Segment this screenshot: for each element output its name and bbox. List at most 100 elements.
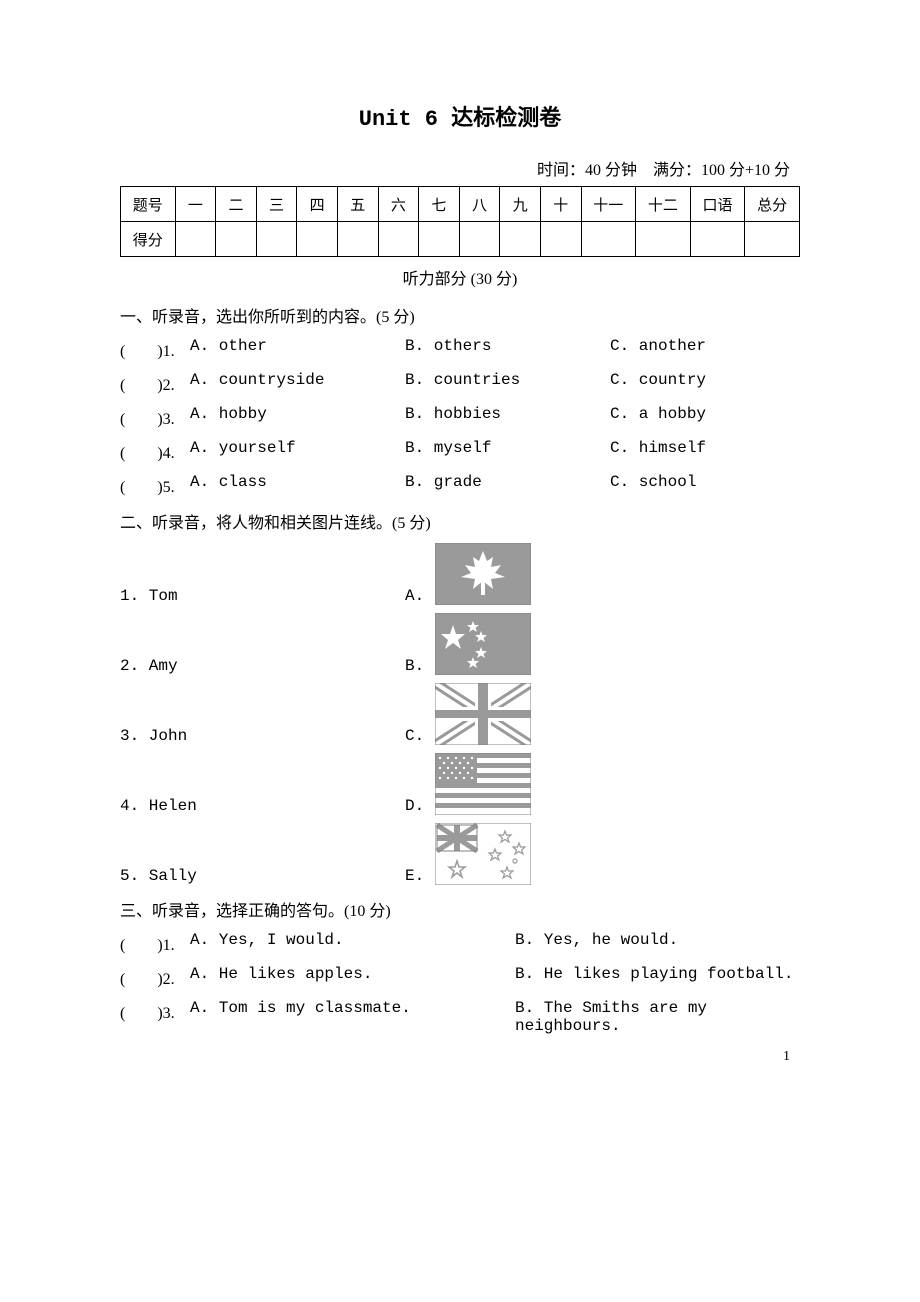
score-header-cell: 十一	[581, 187, 636, 222]
option-a: A. Tom is my classmate.	[190, 999, 515, 1035]
score-cell[interactable]	[419, 222, 460, 257]
answer-blank[interactable]: ( )3.	[120, 405, 190, 429]
match-letter: B.	[405, 657, 435, 675]
score-cell[interactable]	[216, 222, 257, 257]
answer-blank[interactable]: ( )2.	[120, 965, 190, 989]
question-row: ( )2. A. countrysideB. countriesC. count…	[120, 371, 800, 395]
match-row: 1. TomA.	[120, 543, 800, 605]
score-header-row: 题号 一 二 三 四 五 六 七 八 九 十 十一 十二 口语 总分	[121, 187, 800, 222]
score-cell[interactable]	[636, 222, 691, 257]
option-c: C. a hobby	[610, 405, 800, 429]
exam-meta: 时间：40 分钟 满分：100 分+10 分	[120, 156, 800, 180]
score-cell[interactable]	[690, 222, 745, 257]
page: Unit 6 达标检测卷 时间：40 分钟 满分：100 分+10 分 题号 一…	[0, 0, 920, 1105]
listening-header: 听力部分 (30 分)	[120, 265, 800, 289]
score-header-cell: 口语	[690, 187, 745, 222]
section3-heading: 三、听录音，选择正确的答句。(10 分)	[120, 897, 800, 921]
flag-china-icon	[435, 613, 531, 675]
match-name: 3. John	[120, 727, 405, 745]
question-row: ( )5. A. classB. gradeC. school	[120, 473, 800, 497]
score-cell[interactable]	[500, 222, 541, 257]
answer-blank[interactable]: ( )4.	[120, 439, 190, 463]
score-header-cell: 九	[500, 187, 541, 222]
option-b: B. others	[405, 337, 610, 361]
match-row: 2. AmyB.	[120, 613, 800, 675]
score-value-row: 得分	[121, 222, 800, 257]
option-a: A. He likes apples.	[190, 965, 515, 989]
match-letter: E.	[405, 867, 435, 885]
score-header-cell: 十	[540, 187, 581, 222]
section3-body: ( )1. A. Yes, I would.B. Yes, he would.(…	[120, 931, 800, 1035]
option-b: B. grade	[405, 473, 610, 497]
answer-blank[interactable]: ( )3.	[120, 999, 190, 1035]
section1-body: ( )1. A. otherB. othersC. another ( )2. A…	[120, 337, 800, 497]
score-table: 题号 一 二 三 四 五 六 七 八 九 十 十一 十二 口语 总分 得分	[120, 186, 800, 257]
flag-usa-icon	[435, 753, 531, 815]
option-b: B. myself	[405, 439, 610, 463]
match-letter: A.	[405, 587, 435, 605]
match-letter: D.	[405, 797, 435, 815]
question-row: ( )1. A. Yes, I would.B. Yes, he would.	[120, 931, 800, 955]
score-header-cell: 六	[378, 187, 419, 222]
option-a: A. countryside	[190, 371, 405, 395]
score-header-cell: 八	[459, 187, 500, 222]
option-b: B. hobbies	[405, 405, 610, 429]
score-cell[interactable]	[256, 222, 297, 257]
exam-title: Unit 6 达标检测卷	[120, 100, 800, 132]
match-row: 4. HelenD.	[120, 753, 800, 815]
score-header-cell: 二	[216, 187, 257, 222]
score-header-cell: 一	[175, 187, 216, 222]
option-b: B. The Smiths are my neighbours.	[515, 999, 800, 1035]
match-row: 3. JohnC.	[120, 683, 800, 745]
score-cell[interactable]	[581, 222, 636, 257]
match-name: 5. Sally	[120, 867, 405, 885]
score-header-cell: 四	[297, 187, 338, 222]
option-b: B. He likes playing football.	[515, 965, 800, 989]
question-row: ( )1. A. otherB. othersC. another	[120, 337, 800, 361]
score-header-cell: 题号	[121, 187, 176, 222]
option-b: B. countries	[405, 371, 610, 395]
option-c: C. school	[610, 473, 800, 497]
match-name: 4. Helen	[120, 797, 405, 815]
match-letter: C.	[405, 727, 435, 745]
score-cell[interactable]	[745, 222, 800, 257]
option-c: C. himself	[610, 439, 800, 463]
score-header-cell: 总分	[745, 187, 800, 222]
score-header-cell: 七	[419, 187, 460, 222]
flag-australia-icon	[435, 823, 531, 885]
flag-uk-icon	[435, 683, 531, 745]
score-cell[interactable]	[297, 222, 338, 257]
score-cell[interactable]	[540, 222, 581, 257]
question-row: ( )3. A. Tom is my classmate.B. The Smit…	[120, 999, 800, 1035]
score-header-cell: 五	[337, 187, 378, 222]
option-c: C. another	[610, 337, 800, 361]
score-cell[interactable]	[337, 222, 378, 257]
answer-blank[interactable]: ( )2.	[120, 371, 190, 395]
score-row-label: 得分	[121, 222, 176, 257]
option-b: B. Yes, he would.	[515, 931, 800, 955]
match-name: 1. Tom	[120, 587, 405, 605]
option-a: A. Yes, I would.	[190, 931, 515, 955]
option-a: A. yourself	[190, 439, 405, 463]
page-number: 1	[783, 1049, 790, 1065]
option-c: C. country	[610, 371, 800, 395]
answer-blank[interactable]: ( )1.	[120, 337, 190, 361]
question-row: ( )2. A. He likes apples.B. He likes pla…	[120, 965, 800, 989]
score-cell[interactable]	[378, 222, 419, 257]
section2-heading: 二、听录音，将人物和相关图片连线。(5 分)	[120, 509, 800, 533]
score-header-cell: 十二	[636, 187, 691, 222]
match-name: 2. Amy	[120, 657, 405, 675]
option-a: A. class	[190, 473, 405, 497]
match-row: 5. SallyE.	[120, 823, 800, 885]
score-header-cell: 三	[256, 187, 297, 222]
section1-heading: 一、听录音，选出你所听到的内容。(5 分)	[120, 303, 800, 327]
answer-blank[interactable]: ( )1.	[120, 931, 190, 955]
question-row: ( )3. A. hobbyB. hobbiesC. a hobby	[120, 405, 800, 429]
score-cell[interactable]	[175, 222, 216, 257]
question-row: ( )4. A. yourselfB. myselfC. himself	[120, 439, 800, 463]
section2-body: 1. TomA. 2. AmyB. 3. JohnC. 4. HelenD. 5. Sa…	[120, 543, 800, 885]
answer-blank[interactable]: ( )5.	[120, 473, 190, 497]
option-a: A. other	[190, 337, 405, 361]
score-cell[interactable]	[459, 222, 500, 257]
flag-canada-icon	[435, 543, 531, 605]
